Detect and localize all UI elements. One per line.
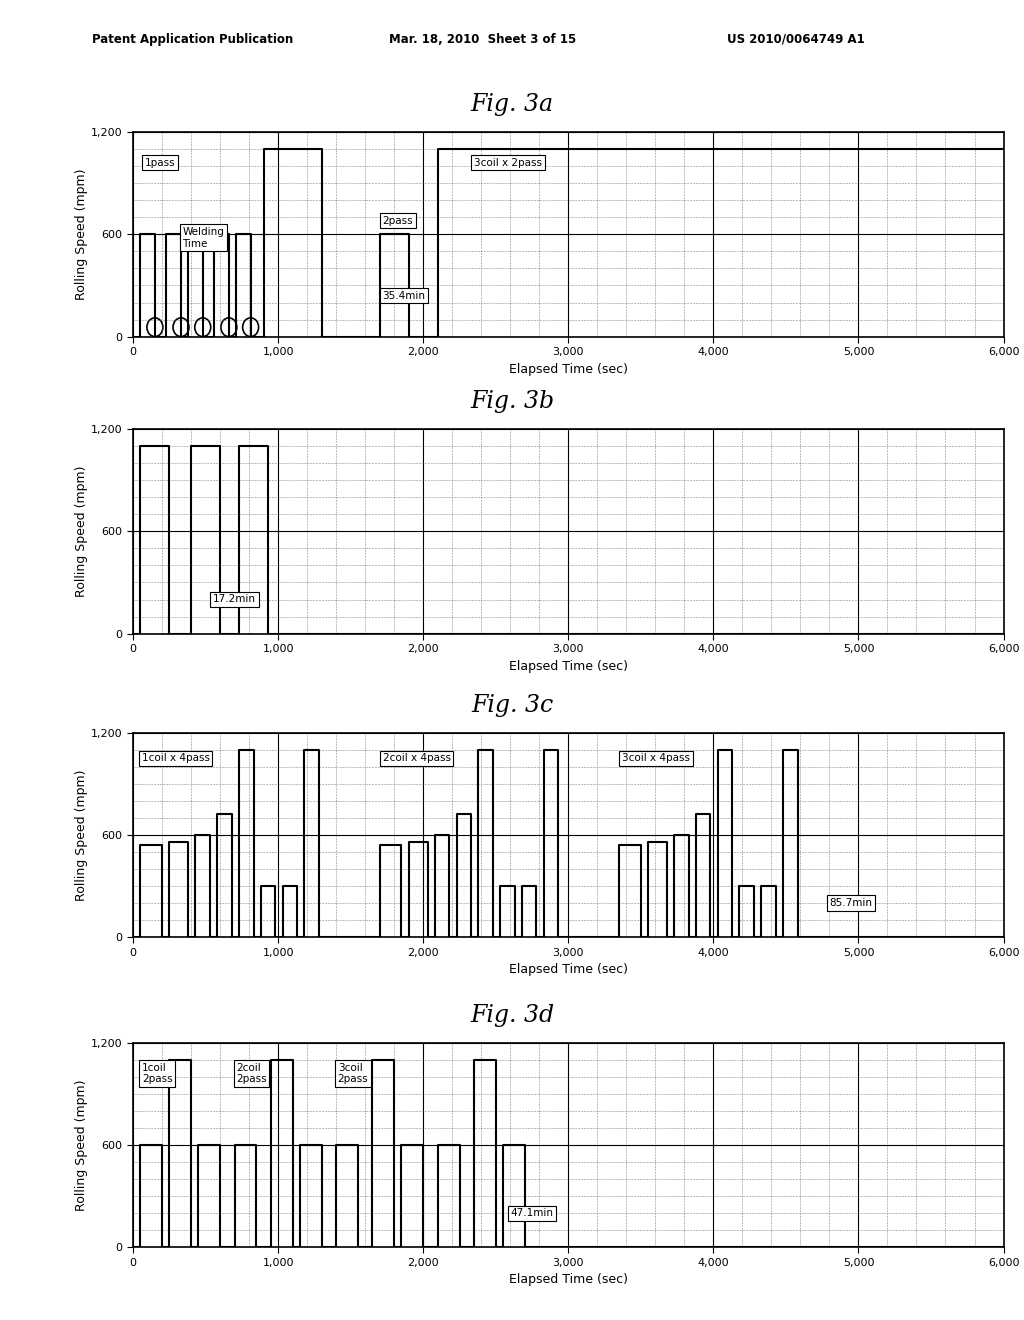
Text: 3coil x 4pass: 3coil x 4pass [622,754,690,763]
Text: Fig. 3a: Fig. 3a [470,94,554,116]
Y-axis label: Rolling Speed (mpm): Rolling Speed (mpm) [76,466,88,597]
Y-axis label: Rolling Speed (mpm): Rolling Speed (mpm) [76,770,88,900]
Text: 1pass: 1pass [144,157,175,168]
Text: 47.1min: 47.1min [510,1208,553,1218]
Text: 3coil
2pass: 3coil 2pass [338,1063,369,1084]
X-axis label: Elapsed Time (sec): Elapsed Time (sec) [509,363,628,376]
Text: US 2010/0064749 A1: US 2010/0064749 A1 [727,33,865,46]
Text: 2pass: 2pass [383,215,414,226]
Text: 17.2min: 17.2min [213,594,256,605]
Text: Patent Application Publication: Patent Application Publication [92,33,294,46]
Text: 35.4min: 35.4min [383,290,426,301]
Text: Fig. 3c: Fig. 3c [471,694,553,717]
Text: Fig. 3b: Fig. 3b [470,391,554,413]
Text: 1coil
2pass: 1coil 2pass [141,1063,172,1084]
Text: 2coil x 4pass: 2coil x 4pass [383,754,451,763]
Text: Welding
Time: Welding Time [182,227,224,248]
Text: Fig. 3d: Fig. 3d [470,1005,554,1027]
Text: 2coil
2pass: 2coil 2pass [237,1063,266,1084]
Y-axis label: Rolling Speed (mpm): Rolling Speed (mpm) [76,169,88,300]
X-axis label: Elapsed Time (sec): Elapsed Time (sec) [509,660,628,673]
X-axis label: Elapsed Time (sec): Elapsed Time (sec) [509,1274,628,1287]
X-axis label: Elapsed Time (sec): Elapsed Time (sec) [509,964,628,977]
Y-axis label: Rolling Speed (mpm): Rolling Speed (mpm) [76,1080,88,1210]
Text: 85.7min: 85.7min [829,898,872,908]
Text: 1coil x 4pass: 1coil x 4pass [141,754,210,763]
Text: Mar. 18, 2010  Sheet 3 of 15: Mar. 18, 2010 Sheet 3 of 15 [389,33,577,46]
Text: 3coil x 2pass: 3coil x 2pass [474,157,542,168]
